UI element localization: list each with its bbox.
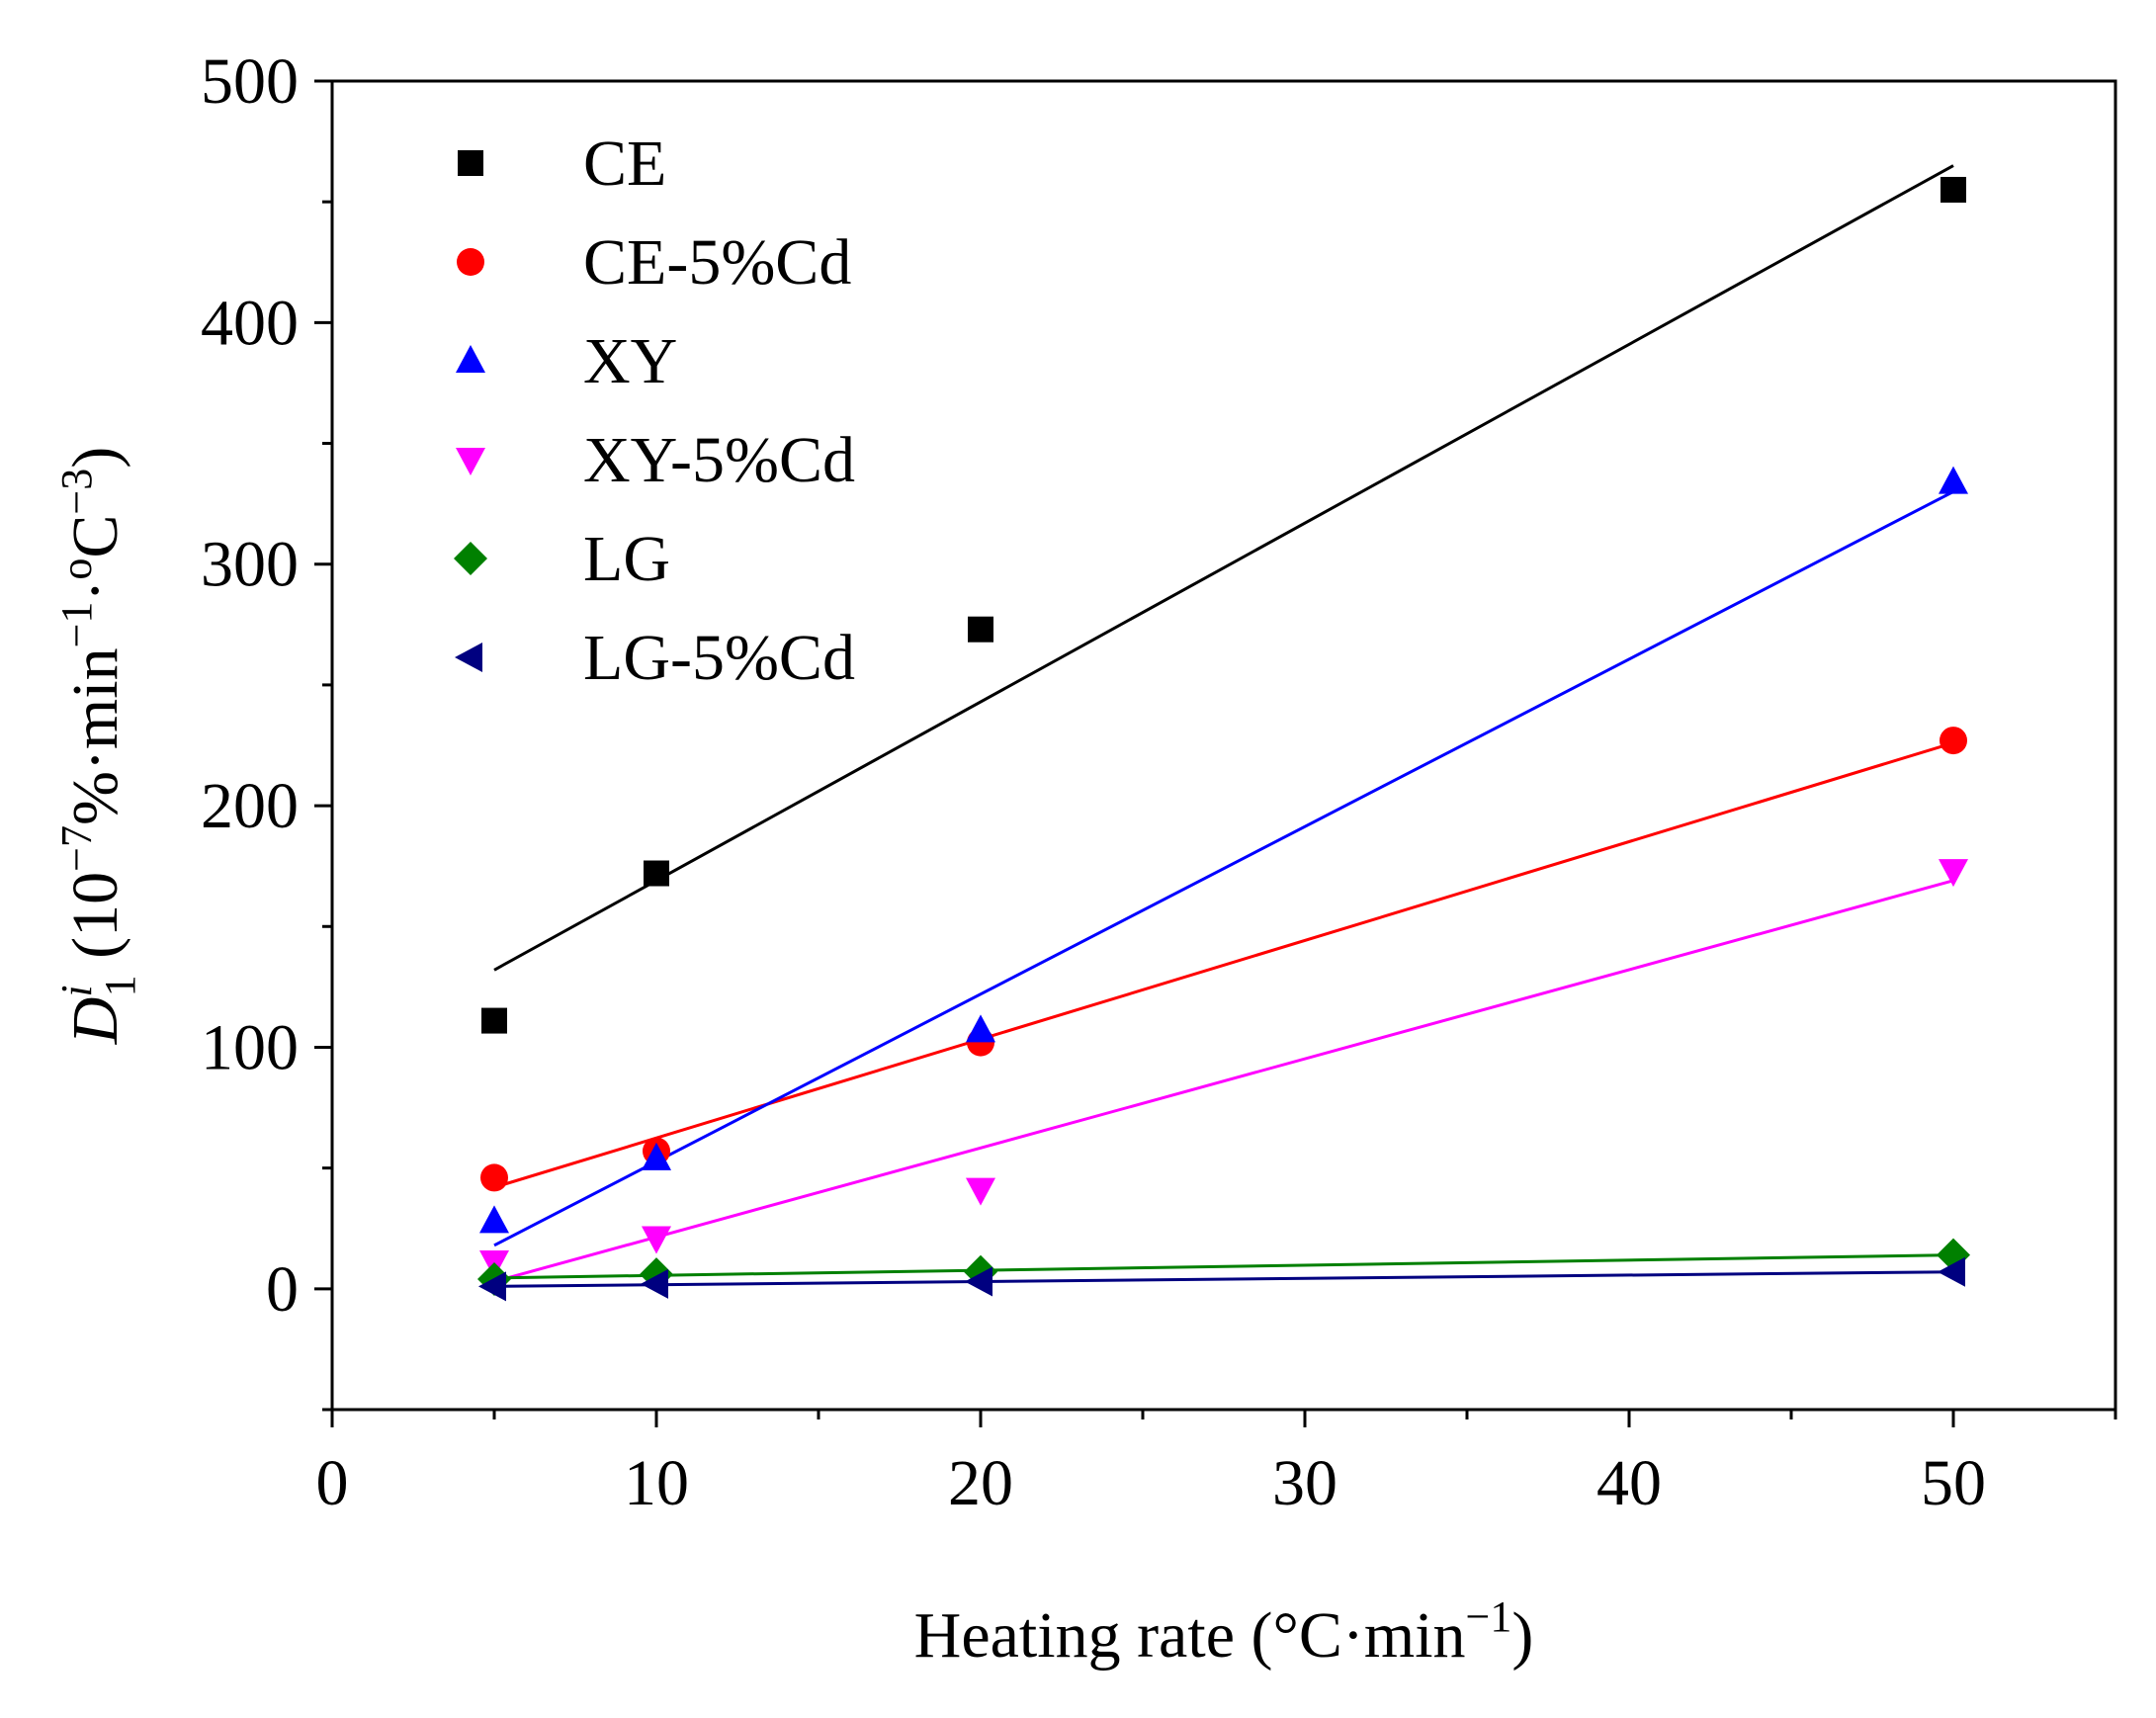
legend-label-lg: LG (583, 523, 670, 595)
y-tick-label: 400 (201, 287, 299, 359)
y-tick-label: 200 (201, 770, 299, 842)
legend-marker-ce (458, 150, 483, 176)
data-point-xy (1939, 466, 1968, 494)
fit-lines (493, 164, 1954, 1288)
legend-label-xy: XY (583, 325, 677, 397)
data-point-lg-5-cd (478, 1271, 506, 1302)
data-point-xy (479, 1205, 509, 1234)
fit-line-ce-5-cd (493, 741, 1954, 1189)
data-point-ce (968, 616, 993, 643)
data-point-xy (966, 1014, 995, 1043)
data-points (477, 176, 1970, 1302)
x-tick-label: 20 (948, 1447, 1013, 1519)
data-point-ce-5-cd (1940, 727, 1967, 755)
y-tick-label: 0 (266, 1253, 299, 1326)
legend: CE CE-5%Cd XY XY-5%Cd LG LG-5%Cd (454, 128, 855, 694)
x-tick-label: 10 (624, 1447, 689, 1519)
fit-line-xy-5-cd (493, 879, 1954, 1283)
fit-line-lg-5-cd (493, 1270, 1954, 1288)
legend-label-xy-5-cd: XY-5%Cd (583, 424, 855, 496)
data-point-xy (642, 1142, 671, 1170)
legend-marker-xy-5-cd (456, 448, 485, 475)
x-axis-title: Heating rate (°C·min−1) (914, 1592, 1534, 1672)
legend-marker-xy (456, 345, 485, 373)
data-point-lg-5-cd (965, 1266, 992, 1297)
y-tick-label: 500 (201, 45, 299, 118)
legend-label-lg-5-cd: LG-5%Cd (583, 622, 855, 694)
legend-marker-lg (454, 542, 487, 575)
y-tick-label: 100 (201, 1011, 299, 1083)
data-point-ce (644, 860, 669, 887)
data-point-xy-5-cd (1939, 859, 1968, 888)
data-point-ce-5-cd (480, 1163, 508, 1192)
data-point-xy-5-cd (966, 1177, 995, 1206)
fit-line-ce (493, 164, 1954, 972)
x-tick-label: 0 (316, 1447, 349, 1519)
x-tick-label: 30 (1272, 1447, 1337, 1519)
data-point-lg-5-cd (641, 1268, 668, 1299)
y-tick-label: 300 (201, 529, 299, 601)
legend-marker-ce-5-cd (457, 248, 484, 276)
data-point-ce (481, 1007, 507, 1034)
legend-label-ce-5-cd: CE-5%Cd (583, 226, 851, 299)
x-tick-label: 40 (1596, 1447, 1662, 1519)
data-point-lg-5-cd (1938, 1256, 1965, 1287)
plot-frame (330, 79, 2117, 1412)
y-axis-title: Di1 (10−7%·min−1·oC−3) (52, 447, 144, 1046)
fit-line-xy (493, 490, 1954, 1247)
fit-line-lg (493, 1253, 1954, 1280)
data-point-ce (1940, 176, 1966, 203)
data-point-xy-5-cd (642, 1226, 671, 1254)
x-tick-label: 50 (1921, 1447, 1986, 1519)
legend-label-ce: CE (583, 128, 666, 200)
legend-marker-lg-5-cd (455, 643, 482, 672)
